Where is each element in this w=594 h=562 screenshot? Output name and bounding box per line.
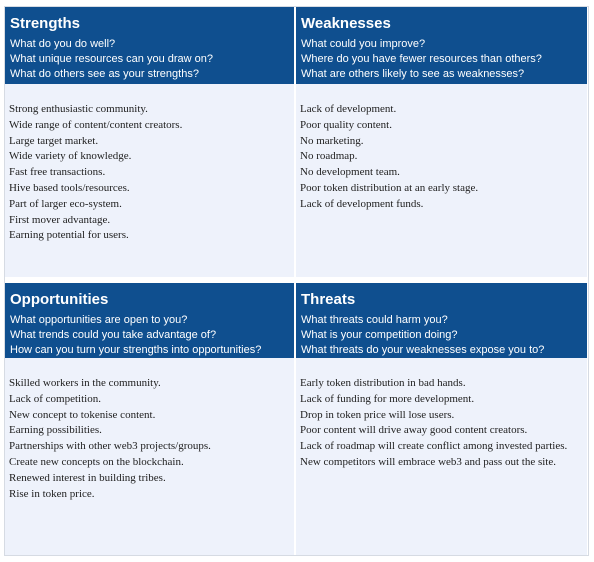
weaknesses-question: What could you improve? [301, 38, 426, 50]
strengths-item: Strong enthusiastic community. [9, 103, 148, 115]
opportunities-body: Skilled workers in the community. Lack o… [5, 358, 294, 555]
threats-item: Lack of roadmap will create conflict amo… [300, 440, 568, 453]
weaknesses-question: Where do you have fewer resources than o… [301, 53, 542, 65]
strengths-header: Strengths What do you do well? What uniq… [5, 7, 294, 84]
weaknesses-header: Weaknesses What could you improve? Where… [296, 7, 587, 84]
threats-questions: What threats could harm you? What is you… [301, 313, 544, 358]
opportunities-item: Lack of competition. [9, 392, 101, 405]
opportunities-question: What opportunities are open to you? [10, 314, 188, 326]
weaknesses-body: Lack of development. Poor quality conten… [296, 84, 587, 277]
strengths-title: Strengths [10, 15, 81, 32]
opportunities-questions: What opportunities are open to you? What… [10, 313, 261, 358]
opportunities-item: Rise in token price. [9, 487, 95, 500]
opportunities-item: Earning possibilities. [9, 424, 102, 437]
weaknesses-item: Lack of development. [300, 103, 397, 115]
threats-item: Drop in token price will lose users. [300, 408, 455, 421]
weaknesses-item: Poor quality content. [300, 118, 392, 131]
threats-body: Early token distribution in bad hands. L… [296, 358, 587, 555]
threats-question: What threats do your weaknesses expose y… [301, 344, 545, 356]
strengths-item: Fast free transactions. [9, 166, 106, 179]
strengths-question: What do others see as your strengths? [10, 68, 199, 80]
threats-item: Lack of funding for more development. [300, 392, 475, 405]
opportunities-item: Skilled workers in the community. [9, 377, 161, 389]
weaknesses-item: Poor token distribution at an early stag… [300, 181, 479, 194]
threats-quadrant: Threats What threats could harm you? Wha… [296, 283, 587, 555]
opportunities-item: New concept to tokenise content. [9, 408, 156, 421]
weaknesses-item: No marketing. [300, 134, 364, 147]
opportunities-question: How can you turn your strengths into opp… [10, 344, 262, 356]
strengths-item: Wide variety of knowledge. [9, 150, 132, 163]
strengths-list: Strong enthusiastic community. Wide rang… [9, 102, 182, 244]
threats-question: What is your competition doing? [301, 329, 458, 341]
strengths-item: Part of larger eco-system. [9, 197, 122, 210]
strengths-item: Hive based tools/resources. [9, 181, 130, 194]
weaknesses-list: Lack of development. Poor quality conten… [300, 102, 478, 213]
opportunities-item: Renewed interest in building tribes. [9, 471, 166, 484]
threats-title: Threats [301, 291, 356, 308]
weaknesses-quadrant: Weaknesses What could you improve? Where… [296, 7, 587, 277]
strengths-item: Wide range of content/content creators. [9, 118, 183, 131]
opportunities-item: Create new concepts on the blockchain. [9, 455, 184, 468]
weaknesses-question: What are others likely to see as weaknes… [301, 68, 525, 80]
opportunities-item: Partnerships with other web3 projects/gr… [9, 440, 211, 453]
threats-question: What threats could harm you? [301, 314, 448, 326]
threats-item: Poor content will drive away good conten… [300, 424, 528, 437]
strengths-item: Earning potential for users. [9, 229, 129, 242]
threats-item: New competitors will embrace web3 and pa… [300, 455, 556, 468]
strengths-question: What unique resources can you draw on? [10, 53, 214, 65]
opportunities-header: Opportunities What opportunities are ope… [5, 283, 294, 358]
weaknesses-item: No roadmap. [300, 150, 358, 163]
threats-header: Threats What threats could harm you? Wha… [296, 283, 587, 358]
opportunities-title: Opportunities [10, 291, 109, 308]
weaknesses-item: No development team. [300, 166, 400, 179]
threats-item: Early token distribution in bad hands. [300, 377, 466, 389]
strengths-question: What do you do well? [10, 38, 116, 50]
threats-list: Early token distribution in bad hands. L… [300, 376, 567, 471]
strengths-item: Large target market. [9, 134, 99, 147]
swot-frame [4, 6, 589, 556]
opportunities-question: What trends could you take advantage of? [10, 329, 217, 341]
opportunities-list: Skilled workers in the community. Lack o… [9, 376, 211, 502]
weaknesses-title: Weaknesses [301, 15, 391, 32]
weaknesses-item: Lack of development funds. [300, 197, 424, 210]
weaknesses-questions: What could you improve? Where do you hav… [301, 37, 542, 82]
strengths-questions: What do you do well? What unique resourc… [10, 37, 213, 82]
strengths-body: Strong enthusiastic community. Wide rang… [5, 84, 294, 277]
strengths-quadrant: Strengths What do you do well? What uniq… [5, 7, 294, 277]
opportunities-quadrant: Opportunities What opportunities are ope… [5, 283, 294, 555]
strengths-item: First mover advantage. [9, 213, 111, 226]
